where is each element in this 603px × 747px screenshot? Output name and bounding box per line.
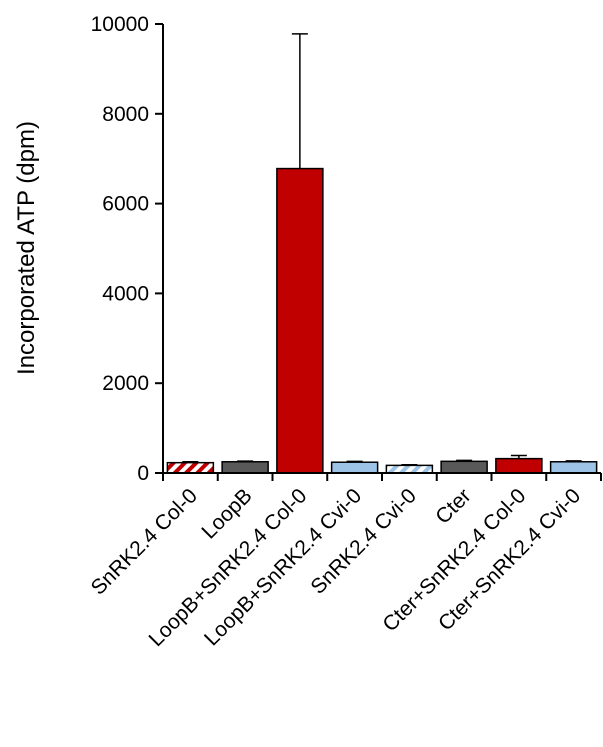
y-axis-title: Incorporated ATP (dpm)	[13, 121, 40, 375]
bar	[440, 460, 488, 474]
y-tick-label: 6000	[102, 193, 149, 216]
bar	[276, 167, 324, 474]
bar	[221, 461, 269, 474]
x-category-label: Cter	[431, 484, 475, 528]
bar	[330, 461, 379, 474]
bars	[166, 33, 598, 474]
bar	[495, 457, 543, 474]
bar	[166, 461, 215, 474]
y-axis: 0 2000 4000 6000 8000 10000	[91, 13, 164, 485]
bar	[549, 461, 598, 474]
y-tick-label: 8000	[102, 103, 149, 126]
x-category-label: SnRK2.4 Col-0	[87, 484, 202, 599]
y-tick-label: 2000	[102, 372, 149, 395]
y-tick-label: 0	[137, 462, 149, 485]
bar	[385, 464, 434, 474]
y-tick-label: 10000	[91, 13, 149, 36]
y-tick-label: 4000	[102, 282, 149, 305]
